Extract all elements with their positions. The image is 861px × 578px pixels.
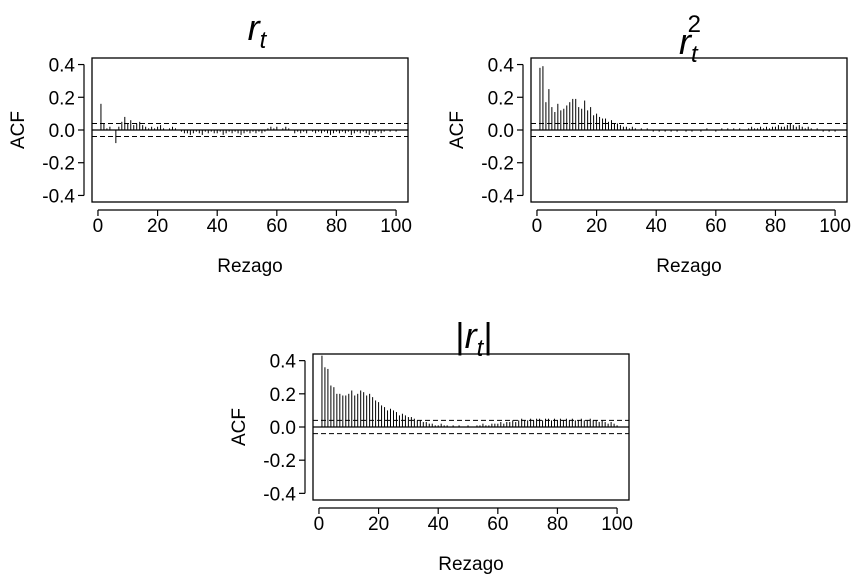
x-tick-label: 20 xyxy=(586,216,607,237)
x-axis-label: Rezago xyxy=(438,554,504,575)
x-tick-label: 80 xyxy=(765,216,786,237)
x-tick-label: 0 xyxy=(314,514,325,535)
x-tick-label: 100 xyxy=(380,216,412,237)
x-tick-label: 100 xyxy=(819,216,851,237)
x-tick-label: 40 xyxy=(428,514,449,535)
y-tick-label: 0.4 xyxy=(488,56,515,77)
x-tick-label: 0 xyxy=(93,216,104,237)
y-axis-label: ACF xyxy=(447,111,468,149)
panel-title: rt xyxy=(248,7,268,54)
x-tick-label: 60 xyxy=(266,216,287,237)
x-tick-label: 60 xyxy=(705,216,726,237)
x-tick-label: 20 xyxy=(147,216,168,237)
x-axis-label: Rezago xyxy=(656,256,722,277)
x-tick-label: 80 xyxy=(547,514,568,535)
acf-panel-3: |rt| 0 20 40 60 80 100 -0.4 -0.2 0.0 0.2 0.4 Rezago A… xyxy=(229,315,633,575)
y-tick-label: 0.0 xyxy=(488,121,514,142)
y-tick-label: -0.2 xyxy=(42,154,75,175)
y-tick-label: 0.4 xyxy=(49,56,76,77)
acf-panel-1: rt 0 20 40 60 80 100 -0.4 -0.2 0.0 0.2 0.4 Rezago ACF xyxy=(8,7,412,277)
y-axis-label: ACF xyxy=(229,408,250,446)
y-axis-label: ACF xyxy=(8,111,29,149)
y-tick-label: -0.4 xyxy=(263,484,296,505)
y-tick-label: 0.2 xyxy=(270,385,296,406)
x-tick-label: 80 xyxy=(326,216,347,237)
panel-title: |rt| xyxy=(455,315,492,362)
y-tick-label: 0.2 xyxy=(49,88,75,109)
y-tick-label: -0.4 xyxy=(42,186,75,207)
x-tick-label: 0 xyxy=(532,216,543,237)
y-tick-label: 0.0 xyxy=(49,121,75,142)
y-tick-label: 0.0 xyxy=(270,418,296,439)
x-tick-label: 20 xyxy=(368,514,389,535)
x-tick-label: 40 xyxy=(207,216,228,237)
x-tick-label: 40 xyxy=(646,216,667,237)
y-tick-label: 0.2 xyxy=(488,88,514,109)
y-tick-label: -0.2 xyxy=(481,154,514,175)
x-tick-label: 60 xyxy=(487,514,508,535)
y-tick-label: -0.4 xyxy=(481,186,514,207)
y-tick-label: -0.2 xyxy=(263,451,296,472)
y-tick-label: 0.4 xyxy=(270,352,297,373)
panel-title: rt2 xyxy=(679,11,701,68)
acf-panel-2: rt2 0 20 40 60 80 100 -0.4 -0.2 0.0 0.2 0.4 Rezago AC… xyxy=(447,11,851,277)
x-axis-label: Rezago xyxy=(217,256,283,277)
x-tick-label: 100 xyxy=(601,514,633,535)
